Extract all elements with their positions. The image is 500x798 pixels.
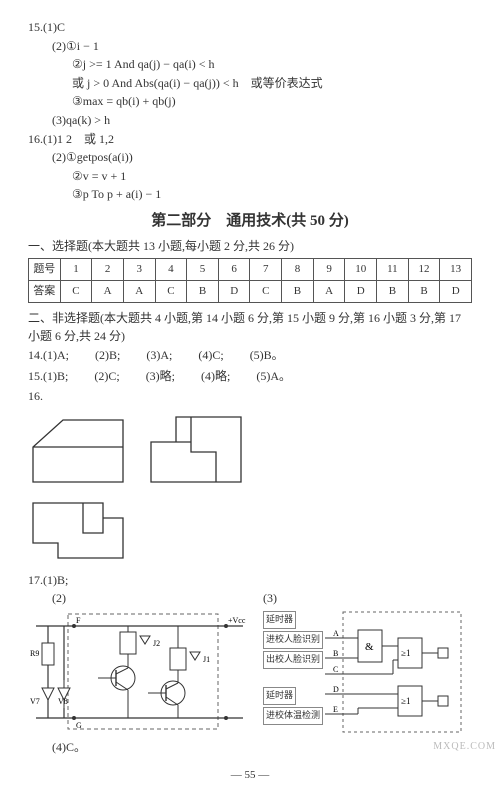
ans-7: C (250, 280, 282, 302)
q15b-5: (5)A。 (256, 367, 291, 386)
col-2: 2 (92, 258, 124, 280)
ans-4: C (155, 280, 187, 302)
col-11: 11 (377, 258, 409, 280)
section2-title: 第二部分 通用技术(共 50 分) (28, 210, 472, 233)
j1-label: J1 (203, 655, 210, 664)
q15b-1: 15.(1)B; (28, 367, 68, 386)
r9-label: R9 (30, 649, 39, 658)
ans-11: B (377, 280, 409, 302)
q17-2-label: (2) (28, 589, 253, 608)
ans-3: A (123, 280, 155, 302)
q15b-4: (4)略; (201, 367, 230, 386)
q14-row: 14.(1)A; (2)B; (3)A; (4)C; (5)B。 (28, 346, 472, 365)
q15-2-1: (2)①i − 1 (28, 37, 472, 56)
col-8: 8 (282, 258, 314, 280)
q15b-row: 15.(1)B; (2)C; (3)略; (4)略; (5)A。 (28, 367, 472, 386)
q17-3-label: (3) (263, 589, 472, 608)
head-label: 题号 (29, 258, 61, 280)
q14-2: (2)B; (95, 346, 120, 365)
col-1: 1 (60, 258, 92, 280)
geom-row-1 (28, 412, 472, 487)
q16-1: 16.(1)1 2 或 1,2 (28, 130, 472, 149)
vcc-label: +Vcc (228, 616, 246, 625)
v7-label: V7 (30, 697, 40, 706)
col-3: 3 (123, 258, 155, 280)
q16-2-2: ②v = v + 1 (28, 167, 472, 186)
ans-12: B (408, 280, 440, 302)
ans-5: B (187, 280, 219, 302)
q15-2-3: 或 j > 0 And Abs(qa(i) − qa(j)) < h 或等价表达… (28, 74, 472, 93)
ans-2: A (92, 280, 124, 302)
ans-13: D (440, 280, 472, 302)
geom-fig-2 (146, 412, 246, 487)
q16-2-3: ③p To p + a(i) − 1 (28, 185, 472, 204)
ans-10: D (345, 280, 377, 302)
q15b-3: (3)略; (146, 367, 175, 386)
q17-1: 17.(1)B; (28, 571, 472, 590)
q14-1: 14.(1)A; (28, 346, 69, 365)
mc-instructions: 一、选择题(本大题共 13 小题,每小题 2 分,共 26 分) (28, 237, 472, 256)
logic-diagram: A B C D E & ≥1 ≥1 (263, 608, 463, 738)
q15-2-4: ③max = qb(i) + qb(j) (28, 92, 472, 111)
table-row-head: 题号 1 2 3 4 5 6 7 8 9 10 11 12 13 (29, 258, 472, 280)
svg-text:E: E (333, 705, 338, 714)
q15-3: (3)qa(k) > h (28, 111, 472, 130)
q14-4: (4)C; (198, 346, 223, 365)
col-13: 13 (440, 258, 472, 280)
svg-text:C: C (333, 665, 338, 674)
q17-diagrams: (2) (28, 589, 472, 756)
page-footer: — 55 — (28, 767, 472, 784)
ans-1: C (60, 280, 92, 302)
answer-table: 题号 1 2 3 4 5 6 7 8 9 10 11 12 13 答案 C A … (28, 258, 472, 303)
q14-5: (5)B。 (250, 346, 284, 365)
col-7: 7 (250, 258, 282, 280)
ans-6: D (218, 280, 250, 302)
g-label: G (76, 721, 82, 730)
v8-label: V8 (58, 697, 68, 706)
svg-text:≥1: ≥1 (401, 648, 410, 658)
q15b-2: (2)C; (94, 367, 119, 386)
frq-instructions: 二、非选择题(本大题共 4 小题,第 14 小题 6 分,第 15 小题 9 分… (28, 309, 472, 346)
ans-9: A (313, 280, 345, 302)
j2-label: J2 (153, 639, 160, 648)
q15-2-2: ②j >= 1 And qa(j) − qa(i) < h (28, 55, 472, 74)
col-12: 12 (408, 258, 440, 280)
col-10: 10 (345, 258, 377, 280)
svg-text:≥1: ≥1 (401, 696, 410, 706)
col-9: 9 (313, 258, 345, 280)
svg-text:D: D (333, 685, 339, 694)
circuit-diagram: R9 V7 V8 J2 J1 F G +Vcc (28, 608, 253, 738)
table-row-ans: 答案 C A A C B D C B A D B B D (29, 280, 472, 302)
col-6: 6 (218, 258, 250, 280)
geom-fig-1 (28, 412, 128, 487)
ans-label: 答案 (29, 280, 61, 302)
geom-row-2 (28, 493, 472, 565)
col-4: 4 (155, 258, 187, 280)
q17-4-label: (4)C。 (28, 738, 253, 757)
ans-8: B (282, 280, 314, 302)
col-5: 5 (187, 258, 219, 280)
q16-2-1: (2)①getpos(a(i)) (28, 148, 472, 167)
f-label: F (76, 616, 81, 625)
q14-3: (3)A; (146, 346, 172, 365)
geom-fig-3 (28, 493, 128, 565)
svg-text:B: B (333, 649, 338, 658)
watermark: MXQE.COM (433, 739, 496, 755)
svg-text:A: A (333, 629, 339, 638)
q16b: 16. (28, 387, 472, 406)
svg-text:&: & (365, 641, 374, 653)
q15-1: 15.(1)C (28, 18, 472, 37)
